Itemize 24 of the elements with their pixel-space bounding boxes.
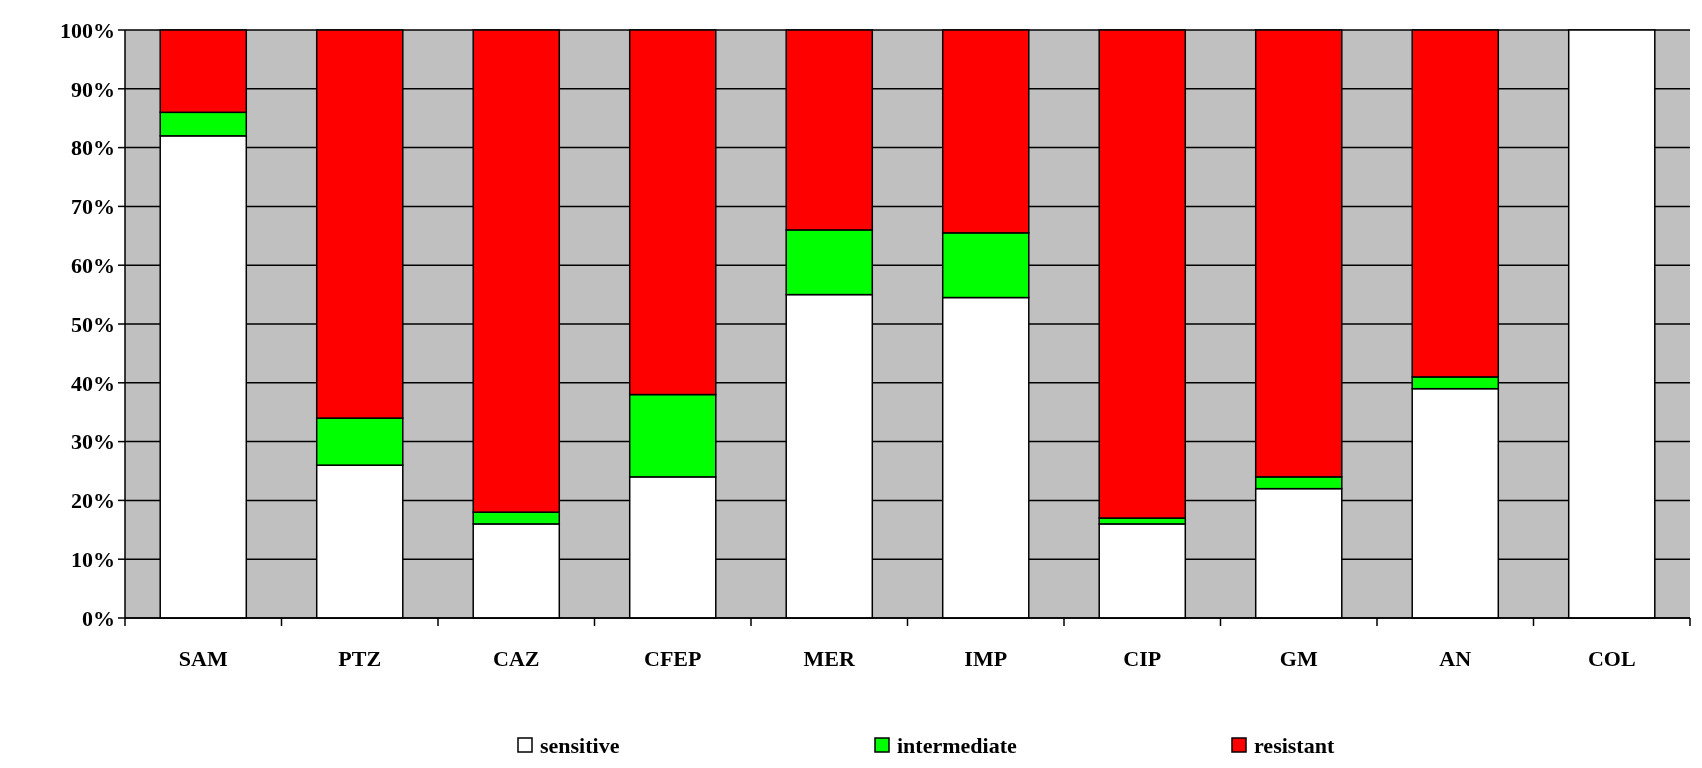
y-tick-label: 0% — [82, 605, 115, 631]
y-tick-label: 30% — [71, 429, 115, 455]
y-tick-label: 20% — [71, 488, 115, 514]
x-tick-label: IMP — [964, 646, 1008, 671]
x-tick-label: AN — [1439, 646, 1472, 671]
y-tick-label: 40% — [71, 370, 115, 396]
legend-label: intermediate — [897, 733, 1017, 758]
legend-label: sensitive — [540, 733, 620, 758]
y-tick-label: 100% — [60, 17, 115, 43]
legend-label: resistant — [1254, 733, 1335, 758]
x-tick-label: CAZ — [493, 646, 540, 671]
x-tick-label: SAM — [178, 646, 228, 671]
x-tick-label: MER — [803, 646, 857, 671]
y-tick-label: 70% — [71, 194, 115, 220]
y-tick-label: 80% — [71, 135, 115, 161]
y-tick-label: 50% — [71, 311, 115, 337]
x-tick-label: GM — [1279, 646, 1318, 671]
x-tick-label: COL — [1587, 646, 1636, 671]
x-tick-label: CFEP — [644, 646, 702, 671]
x-tick-label: CIP — [1123, 646, 1162, 671]
y-tick-label: 90% — [71, 76, 115, 102]
x-tick-label: PTZ — [338, 646, 382, 671]
y-tick-label: 60% — [71, 252, 115, 278]
y-tick-label: 10% — [71, 546, 115, 572]
